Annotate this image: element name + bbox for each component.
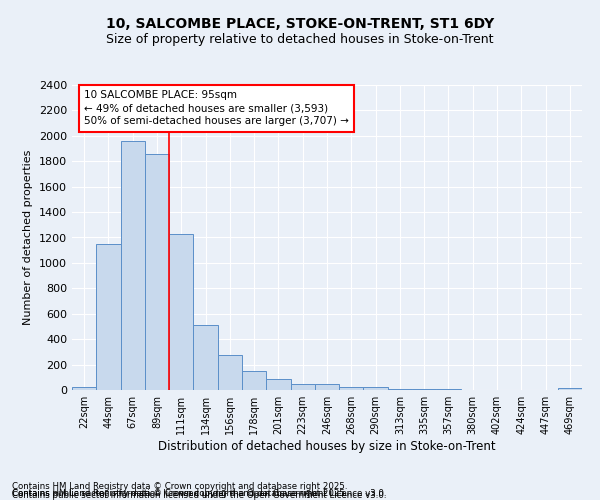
Text: Contains HM Land Registry data © Crown copyright and database right 2025.: Contains HM Land Registry data © Crown c… <box>12 482 347 491</box>
Y-axis label: Number of detached properties: Number of detached properties <box>23 150 34 325</box>
Bar <box>558 388 582 390</box>
Text: Contains public sector information licensed under the Open Government Licence v3: Contains public sector information licen… <box>12 491 386 500</box>
Bar <box>315 384 339 390</box>
Bar <box>364 388 388 390</box>
Bar <box>193 324 218 390</box>
Bar <box>388 388 412 390</box>
Bar <box>96 244 121 390</box>
Text: 10 SALCOMBE PLACE: 95sqm
← 49% of detached houses are smaller (3,593)
50% of sem: 10 SALCOMBE PLACE: 95sqm ← 49% of detach… <box>85 90 349 126</box>
Bar <box>266 378 290 390</box>
Bar <box>121 141 145 390</box>
X-axis label: Distribution of detached houses by size in Stoke-on-Trent: Distribution of detached houses by size … <box>158 440 496 453</box>
Bar <box>242 371 266 390</box>
Text: Contains public sector information licensed under the Open Government Licence v3: Contains public sector information licen… <box>12 489 386 498</box>
Text: 10, SALCOMBE PLACE, STOKE-ON-TRENT, ST1 6DY: 10, SALCOMBE PLACE, STOKE-ON-TRENT, ST1 … <box>106 18 494 32</box>
Bar <box>145 154 169 390</box>
Text: Contains HM Land Registry data © Crown copyright and database right 2025.: Contains HM Land Registry data © Crown c… <box>12 488 347 498</box>
Bar <box>339 388 364 390</box>
Bar <box>290 384 315 390</box>
Bar <box>218 355 242 390</box>
Bar <box>169 234 193 390</box>
Text: Size of property relative to detached houses in Stoke-on-Trent: Size of property relative to detached ho… <box>106 32 494 46</box>
Bar <box>72 387 96 390</box>
